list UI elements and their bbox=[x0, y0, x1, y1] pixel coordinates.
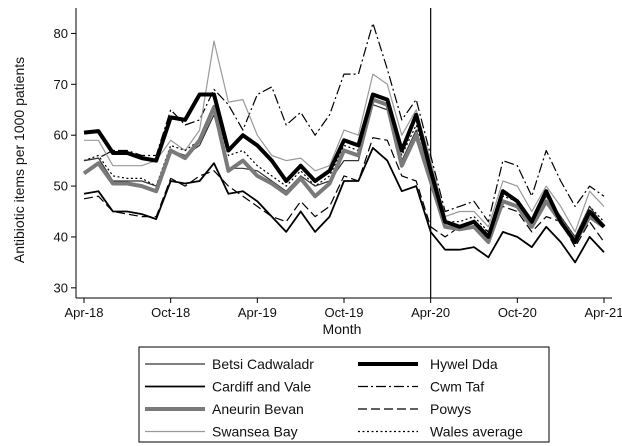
legend-label-swansea-bay: Swansea Bay bbox=[212, 424, 298, 440]
legend-label-powys: Powys bbox=[430, 401, 471, 417]
y-axis: 30 40 50 60 70 80 bbox=[54, 26, 76, 295]
x-tick-label: Apr-20 bbox=[411, 305, 450, 320]
legend-box bbox=[138, 346, 550, 443]
y-axis-title: Antibiotic items per 1000 patients bbox=[11, 57, 27, 263]
legend-label-cwm-taf: Cwm Taf bbox=[430, 379, 484, 395]
y-tick-label: 80 bbox=[54, 26, 68, 41]
x-tick-label: Apr-19 bbox=[238, 305, 277, 320]
x-tick-label: Apr-18 bbox=[64, 305, 103, 320]
series-layer bbox=[82, 22, 606, 264]
x-tick-label: Oct-20 bbox=[498, 305, 537, 320]
x-tick-label: Oct-18 bbox=[151, 305, 190, 320]
y-tick-label: 70 bbox=[54, 77, 68, 92]
series-line-aneurin-bevan bbox=[82, 97, 606, 244]
legend-label-cardiff-and-vale: Cardiff and Vale bbox=[212, 379, 311, 395]
series-line-powys bbox=[83, 137, 605, 248]
series-line-swansea-bay bbox=[84, 40, 605, 233]
x-tick-label: Apr-21 bbox=[584, 305, 622, 320]
legend-label-wales-average: Wales average bbox=[430, 424, 523, 440]
x-tick-label: Oct-19 bbox=[324, 305, 363, 320]
legend: Betsi Cadwaladr Hywel Dda Cardiff and Vale… bbox=[138, 346, 550, 443]
series-line-hywel-dda bbox=[83, 92, 606, 244]
y-tick-label: 50 bbox=[54, 179, 68, 194]
y-tick-label: 30 bbox=[54, 280, 68, 295]
legend-label-betsi-cadwaladr: Betsi Cadwaladr bbox=[212, 356, 314, 372]
series-line-cardiff-and-vale bbox=[83, 147, 605, 264]
x-axis-title: Month bbox=[323, 321, 362, 337]
y-tick-label: 60 bbox=[54, 128, 68, 143]
series-line-cwm-taf bbox=[83, 22, 605, 223]
x-axis: Apr-18 Oct-18 Apr-19 Oct-19 Apr-20 Oct-20 Apr-… bbox=[64, 298, 622, 320]
y-tick-label: 40 bbox=[54, 229, 68, 244]
legend-label-hywel-dda: Hywel Dda bbox=[430, 356, 498, 372]
legend-label-aneurin-bevan: Aneurin Bevan bbox=[212, 401, 304, 417]
